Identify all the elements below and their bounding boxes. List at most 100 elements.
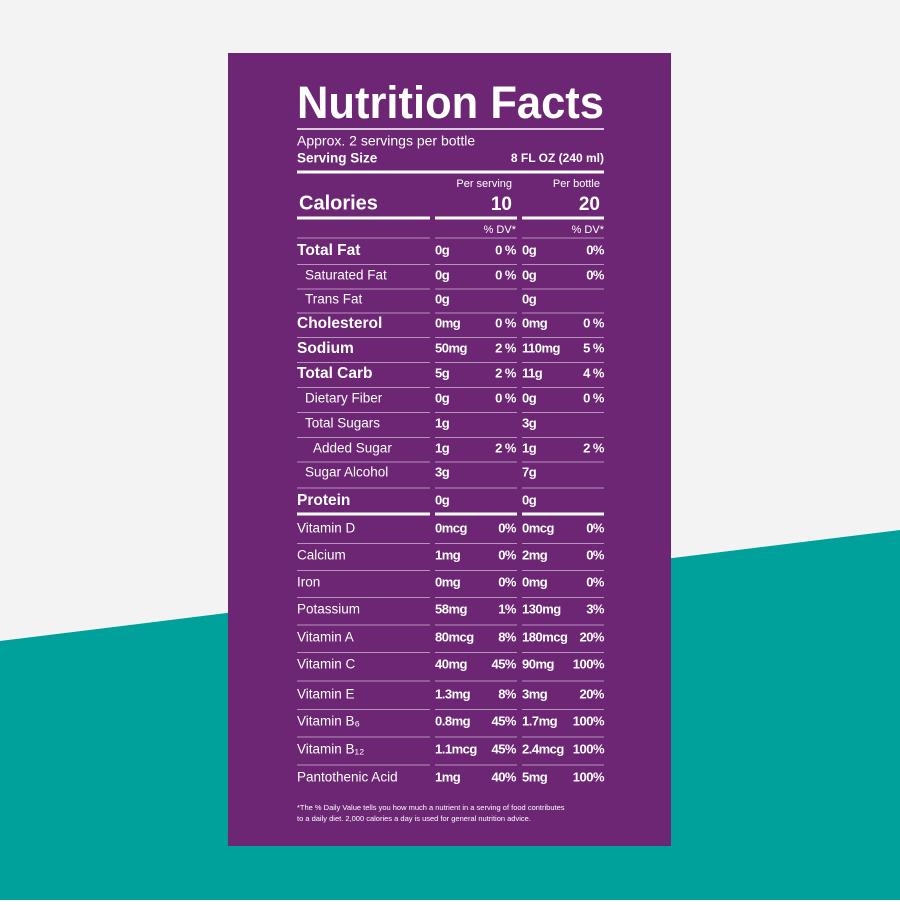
daily-value: 0%	[586, 520, 605, 535]
daily-value: 1%	[498, 601, 517, 616]
daily-value: 0 %	[583, 390, 605, 405]
nutrient-name: Sugar Alcohol	[305, 465, 388, 480]
amount: 0g	[435, 492, 450, 507]
footnote: *The % Daily Value tells you how much a …	[297, 803, 565, 812]
nutrient-name: Saturated Fat	[305, 268, 387, 283]
daily-value: 0 %	[495, 242, 517, 257]
amount: 90mg	[522, 656, 555, 671]
amount: 1g	[435, 440, 450, 455]
daily-value: 0 %	[583, 315, 605, 330]
amount: 3g	[522, 415, 537, 430]
amount: 1mg	[435, 769, 461, 784]
amount: 0mg	[435, 315, 461, 330]
dv-header: % DV*	[572, 224, 605, 236]
daily-value: 0 %	[495, 390, 517, 405]
amount: 0g	[522, 267, 537, 282]
nutrient-name: Pantothenic Acid	[297, 770, 398, 785]
amount: 7g	[522, 464, 537, 479]
amount: 3g	[435, 464, 450, 479]
calories-bottle: 20	[579, 194, 600, 215]
amount: 1.3mg	[435, 686, 471, 701]
nutrient-name: Trans Fat	[305, 292, 363, 307]
amount: 0g	[435, 242, 450, 257]
calories-label: Calories	[299, 192, 378, 214]
daily-value: 0 %	[495, 267, 517, 282]
nutrient-name: Protein	[297, 492, 350, 509]
amount: 0mcg	[435, 520, 468, 535]
amount: 3mg	[522, 686, 548, 701]
calories-serving: 10	[491, 194, 512, 215]
daily-value: 0%	[498, 574, 517, 589]
daily-value: 5 %	[583, 340, 605, 355]
label-panel	[228, 53, 671, 846]
amount: 0g	[522, 390, 537, 405]
nutrient-name: Potassium	[297, 602, 360, 617]
daily-value: 0%	[586, 547, 605, 562]
daily-value: 100%	[573, 656, 605, 671]
amount: 40mg	[435, 656, 468, 671]
daily-value: 0%	[498, 547, 517, 562]
servings: Approx. 2 servings per bottle	[297, 133, 475, 149]
amount: 0mg	[435, 574, 461, 589]
daily-value: 2 %	[583, 440, 605, 455]
daily-value: 3%	[586, 601, 605, 616]
daily-value: 4 %	[583, 365, 605, 380]
footnote: to a daily diet. 2,000 calories a day is…	[297, 814, 531, 823]
daily-value: 0%	[586, 242, 605, 257]
nutrient-name: Total Carb	[297, 365, 373, 382]
amount: 58mg	[435, 601, 468, 616]
amount: 0mg	[522, 574, 548, 589]
amount: 50mg	[435, 340, 468, 355]
amount: 0g	[522, 492, 537, 507]
per-serving-label: Per serving	[456, 178, 512, 190]
amount: 5mg	[522, 769, 548, 784]
amount: 110mg	[522, 340, 561, 355]
nutrient-name: Iron	[297, 575, 320, 590]
daily-value: 40%	[491, 769, 516, 784]
amount: 5g	[435, 365, 450, 380]
nutrient-name: Vitamin B₆	[297, 714, 360, 729]
amount: 80mcg	[435, 629, 474, 644]
daily-value: 0%	[498, 520, 517, 535]
serving-size: 8 FL OZ (240 ml)	[511, 151, 604, 165]
nutrient-name: Calcium	[297, 548, 346, 563]
amount: 130mg	[522, 601, 561, 616]
amount: 0g	[522, 242, 537, 257]
daily-value: 2 %	[495, 440, 517, 455]
amount: 0mg	[522, 315, 548, 330]
daily-value: 45%	[491, 741, 516, 756]
serving-size-label: Serving Size	[297, 151, 378, 166]
nutrient-name: Cholesterol	[297, 315, 382, 332]
daily-value: 0%	[586, 267, 605, 282]
amount: 0g	[435, 267, 450, 282]
daily-value: 0%	[586, 574, 605, 589]
daily-value: 45%	[491, 713, 516, 728]
amount: 180mcg	[522, 629, 568, 644]
daily-value: 100%	[573, 741, 605, 756]
nutrient-name: Vitamin E	[297, 687, 355, 702]
daily-value: 45%	[491, 656, 516, 671]
per-bottle-label: Per bottle	[553, 178, 600, 190]
amount: 1.7mg	[522, 713, 558, 728]
daily-value: 0 %	[495, 315, 517, 330]
nutrient-name: Dietary Fiber	[305, 391, 383, 406]
amount: 1mg	[435, 547, 461, 562]
nutrient-name: Total Fat	[297, 242, 360, 259]
amount: 0g	[522, 291, 537, 306]
nutrient-name: Sodium	[297, 340, 354, 357]
title: Nutrition Facts	[297, 77, 604, 128]
amount: 0g	[435, 291, 450, 306]
amount: 0g	[435, 390, 450, 405]
amount: 1.1mcg	[435, 741, 477, 756]
dv-header: % DV*	[484, 224, 517, 236]
daily-value: 20%	[579, 686, 604, 701]
daily-value: 8%	[498, 629, 517, 644]
amount: 1g	[522, 440, 537, 455]
nutrient-name: Vitamin C	[297, 657, 356, 672]
amount: 11g	[522, 365, 543, 380]
daily-value: 100%	[573, 769, 605, 784]
nutrient-name: Vitamin A	[297, 630, 354, 645]
nutrient-name: Total Sugars	[305, 416, 380, 431]
amount: 0mcg	[522, 520, 555, 535]
